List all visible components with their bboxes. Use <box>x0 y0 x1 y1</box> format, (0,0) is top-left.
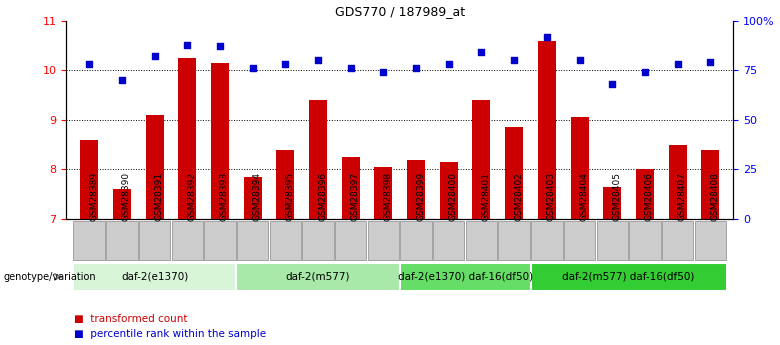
Text: GSM28393: GSM28393 <box>220 172 229 221</box>
Text: GSM28398: GSM28398 <box>384 172 392 221</box>
FancyBboxPatch shape <box>172 220 203 260</box>
Point <box>672 61 684 67</box>
Point <box>214 44 226 49</box>
FancyBboxPatch shape <box>695 220 726 260</box>
FancyBboxPatch shape <box>498 220 530 260</box>
Text: GSM28401: GSM28401 <box>481 172 491 221</box>
Text: GSM28394: GSM28394 <box>253 172 261 221</box>
FancyBboxPatch shape <box>139 220 170 260</box>
Text: GSM28404: GSM28404 <box>580 172 589 221</box>
Point <box>83 61 95 67</box>
Text: daf-2(e1370): daf-2(e1370) <box>121 272 188 282</box>
Point <box>704 60 717 65</box>
Point <box>573 58 586 63</box>
FancyBboxPatch shape <box>466 220 497 260</box>
FancyBboxPatch shape <box>399 263 530 290</box>
Text: GSM28391: GSM28391 <box>154 172 164 221</box>
Bar <box>374 167 392 219</box>
Text: GSM28399: GSM28399 <box>416 172 425 221</box>
Text: GSM28390: GSM28390 <box>122 172 131 221</box>
Text: GSM28407: GSM28407 <box>678 172 686 221</box>
Point <box>312 58 324 63</box>
Point <box>115 77 128 83</box>
Point <box>639 69 651 75</box>
FancyBboxPatch shape <box>204 220 236 260</box>
FancyBboxPatch shape <box>303 220 334 260</box>
Text: daf-2(m577) daf-16(df50): daf-2(m577) daf-16(df50) <box>562 272 695 282</box>
Point <box>378 69 390 75</box>
Text: GSM28408: GSM28408 <box>711 172 719 221</box>
Text: daf-2(m577): daf-2(m577) <box>285 272 350 282</box>
Point <box>508 58 520 63</box>
FancyBboxPatch shape <box>433 220 464 260</box>
Text: GSM28397: GSM28397 <box>351 172 360 221</box>
Text: GSM28392: GSM28392 <box>187 172 197 221</box>
FancyBboxPatch shape <box>662 220 693 260</box>
Text: GSM28400: GSM28400 <box>448 172 458 221</box>
Point <box>475 50 488 55</box>
Bar <box>80 140 98 219</box>
Text: GSM28395: GSM28395 <box>285 172 294 221</box>
Bar <box>701 150 719 219</box>
Text: GSM28406: GSM28406 <box>645 172 654 221</box>
FancyBboxPatch shape <box>367 220 399 260</box>
Bar <box>538 41 556 219</box>
FancyBboxPatch shape <box>564 220 595 260</box>
FancyBboxPatch shape <box>530 263 727 290</box>
Point <box>148 54 161 59</box>
Point <box>345 66 357 71</box>
Point <box>541 34 553 39</box>
Text: GSM28403: GSM28403 <box>547 172 556 221</box>
FancyBboxPatch shape <box>597 220 628 260</box>
Point <box>606 81 619 87</box>
FancyBboxPatch shape <box>335 220 367 260</box>
FancyBboxPatch shape <box>629 220 661 260</box>
Bar <box>440 162 458 219</box>
Bar <box>505 127 523 219</box>
Bar <box>309 100 327 219</box>
Bar <box>342 157 360 219</box>
Bar <box>146 115 164 219</box>
FancyBboxPatch shape <box>400 220 432 260</box>
Title: GDS770 / 187989_at: GDS770 / 187989_at <box>335 5 465 18</box>
FancyBboxPatch shape <box>270 220 301 260</box>
Bar <box>211 63 229 219</box>
Bar <box>603 187 621 219</box>
Text: ■  transformed count: ■ transformed count <box>74 314 188 324</box>
FancyBboxPatch shape <box>236 263 399 290</box>
Text: genotype/variation: genotype/variation <box>4 272 97 282</box>
Point <box>442 61 455 67</box>
Text: ■  percentile rank within the sample: ■ percentile rank within the sample <box>74 329 266 338</box>
Text: GSM28405: GSM28405 <box>612 172 621 221</box>
Bar <box>276 150 294 219</box>
Text: GSM28396: GSM28396 <box>318 172 327 221</box>
FancyBboxPatch shape <box>106 220 137 260</box>
Bar <box>668 145 686 219</box>
Point <box>246 66 259 71</box>
Bar <box>570 117 589 219</box>
Bar <box>636 169 654 219</box>
Bar <box>113 189 131 219</box>
Bar <box>473 100 491 219</box>
Point <box>410 66 422 71</box>
FancyBboxPatch shape <box>73 263 236 290</box>
FancyBboxPatch shape <box>237 220 268 260</box>
Bar <box>407 160 425 219</box>
Text: GSM28402: GSM28402 <box>514 172 523 221</box>
FancyBboxPatch shape <box>531 220 562 260</box>
Point <box>279 61 292 67</box>
Bar <box>179 58 197 219</box>
Point <box>181 42 193 47</box>
Text: GSM28389: GSM28389 <box>89 172 98 221</box>
Bar <box>243 177 261 219</box>
FancyBboxPatch shape <box>73 220 105 260</box>
Text: daf-2(e1370) daf-16(df50): daf-2(e1370) daf-16(df50) <box>398 272 533 282</box>
